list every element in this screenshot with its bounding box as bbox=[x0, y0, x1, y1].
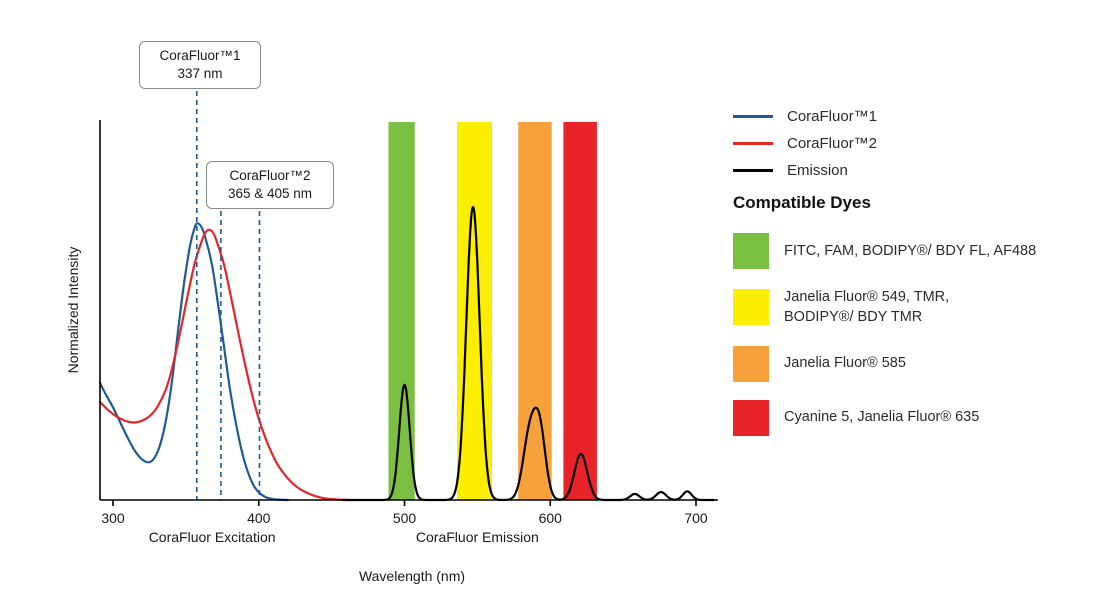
legend-item-emission: Emission bbox=[733, 162, 1098, 179]
annotation-corafluor1-box: CoraFluor™1 337 nm bbox=[139, 41, 261, 90]
x-tick-label: 500 bbox=[393, 510, 417, 526]
corafluor1-line-swatch bbox=[733, 115, 773, 118]
annotation-corafluor2-title: CoraFluor™2 bbox=[229, 168, 311, 183]
x-tick-label: 600 bbox=[539, 510, 563, 526]
curve-corafluor2 bbox=[98, 228, 351, 502]
legend-panel: CoraFluor™1 CoraFluor™2 Emission Compati… bbox=[733, 108, 1098, 454]
legend-label-corafluor2: CoraFluor™2 bbox=[787, 135, 878, 152]
y-axis-title: Normalized Intensity bbox=[65, 247, 81, 374]
annotation-corafluor2-box: CoraFluor™2 365 & 405 nm bbox=[206, 161, 334, 210]
legend-item-corafluor1: CoraFluor™1 bbox=[733, 108, 1098, 125]
spectra-chart: 300 400 500 600 700 CoraFluor Excitation CoraF… bbox=[65, 82, 718, 584]
legend-label-emission: Emission bbox=[787, 162, 848, 179]
orange-filter-band bbox=[518, 122, 552, 500]
annotation-corafluor1-value: 337 nm bbox=[177, 66, 223, 82]
annotation-corafluor1-title: CoraFluor™1 bbox=[159, 48, 241, 63]
compatible-dyes-heading: Compatible Dyes bbox=[733, 193, 871, 212]
dye-row-yellow: Janelia Fluor® 549, TMR, BODIPY®/ BDY TM… bbox=[733, 287, 1098, 328]
legend-label-corafluor1: CoraFluor™1 bbox=[787, 108, 878, 125]
orange-dye-swatch bbox=[733, 345, 769, 382]
emission-line-swatch bbox=[733, 169, 773, 172]
orange-dye-label: Janelia Fluor® 585 bbox=[784, 355, 906, 372]
x-axis-title: Wavelength (nm) bbox=[359, 568, 465, 584]
x-tick-label: 700 bbox=[684, 510, 708, 526]
x-tick-label: 300 bbox=[101, 510, 125, 526]
axis-sublabel: CoraFluor Emission bbox=[416, 529, 539, 545]
x-tick-label: 400 bbox=[247, 510, 271, 526]
red-dye-swatch bbox=[733, 399, 769, 436]
green-dye-swatch bbox=[733, 233, 769, 269]
legend-item-corafluor2: CoraFluor™2 bbox=[733, 135, 1098, 152]
curve-emission bbox=[342, 206, 715, 502]
dye-row-green: FITC, FAM, BODIPY®/ BDY FL, AF488 bbox=[733, 233, 1098, 269]
red-filter-band bbox=[563, 122, 597, 500]
yellow-dye-swatch bbox=[733, 289, 769, 326]
yellow-dye-label: Janelia Fluor® 549, TMR, BODIPY®/ BDY TM… bbox=[784, 289, 950, 326]
annotation-corafluor2-value: 365 & 405 nm bbox=[227, 186, 313, 202]
curve-corafluor1 bbox=[98, 222, 289, 502]
yellow-filter-band bbox=[457, 122, 492, 500]
axis-sublabel: CoraFluor Excitation bbox=[149, 529, 276, 545]
dye-row-red: Cyanine 5, Janelia Fluor® 635 bbox=[733, 399, 1098, 436]
red-dye-label: Cyanine 5, Janelia Fluor® 635 bbox=[784, 409, 980, 426]
dye-row-orange: Janelia Fluor® 585 bbox=[733, 345, 1098, 382]
green-dye-label: FITC, FAM, BODIPY®/ BDY FL, AF488 bbox=[784, 242, 1037, 259]
corafluor2-line-swatch bbox=[733, 142, 773, 145]
